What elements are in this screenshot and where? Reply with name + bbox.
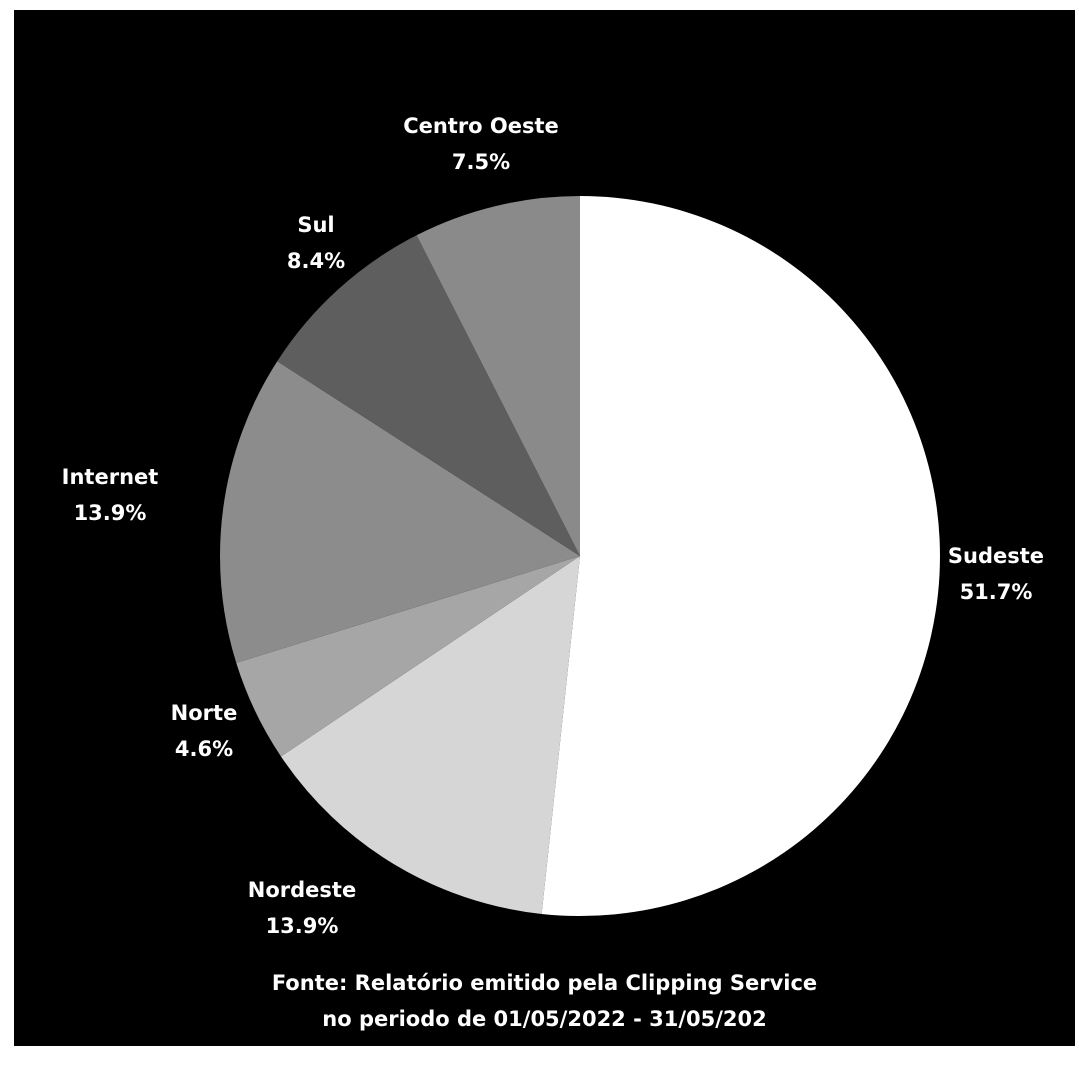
slice-percent-label: 13.9% xyxy=(74,501,147,525)
pie-slice-centro-oeste xyxy=(416,196,580,556)
pie-slice-internet xyxy=(220,361,580,663)
slice-percent-label: 7.5% xyxy=(452,150,510,174)
slice-label: Internet xyxy=(62,465,159,489)
slice-label: Centro Oeste xyxy=(403,114,559,138)
slice-percent-label: 8.4% xyxy=(287,249,345,273)
slice-label: Sul xyxy=(297,213,334,237)
pie-chart: Sudeste 51.7% Nordeste 13.9% Norte 4.6% Intern… xyxy=(62,114,1044,938)
pie-slice-sudeste xyxy=(541,196,940,916)
slice-label: Sudeste xyxy=(948,544,1044,568)
slice-label: Norte xyxy=(171,701,238,725)
slice-percent-label: 51.7% xyxy=(960,580,1033,604)
pie-slice-norte xyxy=(236,556,580,757)
slice-label: Nordeste xyxy=(248,878,356,902)
chart-frame: Sudeste 51.7% Nordeste 13.9% Norte 4.6% Intern… xyxy=(14,10,1075,1046)
slice-percent-label: 4.6% xyxy=(175,737,233,761)
source-note-line-1: Fonte: Relatório emitido pela Clipping S… xyxy=(271,971,818,995)
slice-percent-label: 13.9% xyxy=(266,914,339,938)
pie-slice-nordeste xyxy=(280,556,580,914)
source-note-line-2: no periodo de 01/05/2022 - 31/05/202 xyxy=(322,1007,767,1031)
pie-slice-sul xyxy=(277,235,580,557)
